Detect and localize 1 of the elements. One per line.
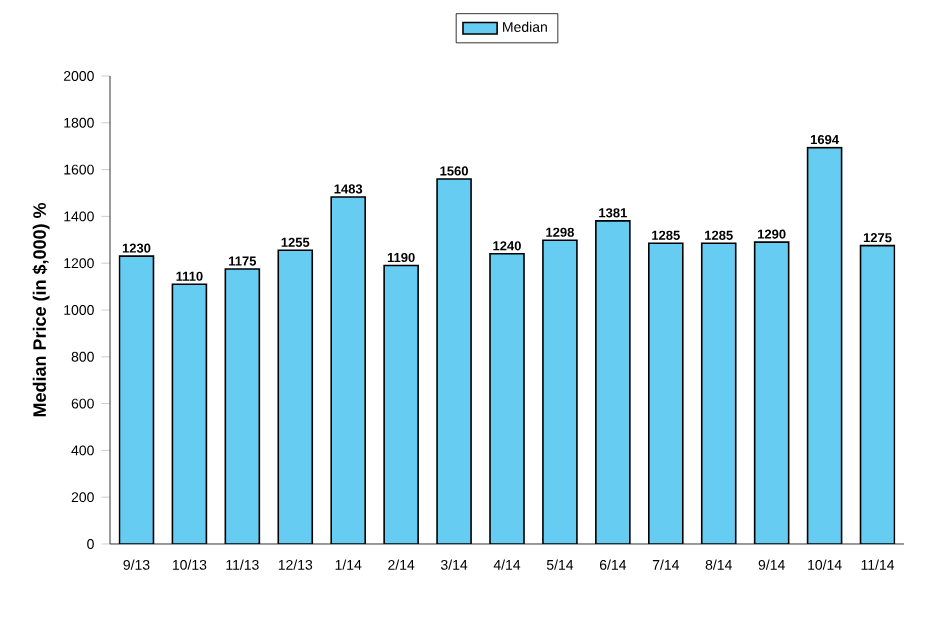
y-axis-title: Median Price (in $,000) % bbox=[32, 202, 50, 417]
